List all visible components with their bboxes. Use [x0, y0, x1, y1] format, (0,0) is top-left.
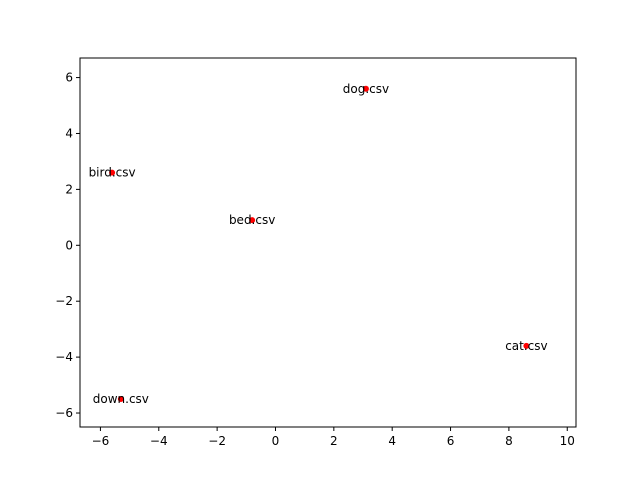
x-axis-ticks: −6 −4 −2 0 2 4 6 8 10 [92, 427, 575, 448]
x-tick-label: −6 [92, 434, 110, 448]
point-label: bed.csv [229, 213, 275, 227]
axes-frame [79, 57, 577, 428]
point-labels: dog.csv bird.csv bed.csv cat.csv down.csv [89, 82, 548, 406]
x-tick-label: 8 [505, 434, 513, 448]
y-tick-label: −6 [55, 406, 73, 420]
x-tick-label: 6 [447, 434, 455, 448]
y-tick-label: −4 [55, 350, 73, 364]
point-label: down.csv [93, 392, 149, 406]
x-tick-label: −4 [150, 434, 168, 448]
data-point [523, 342, 530, 349]
x-tick-label: 4 [388, 434, 396, 448]
y-tick-label: 6 [65, 71, 73, 85]
y-tick-label: 2 [65, 182, 73, 196]
x-tick-label: 0 [272, 434, 280, 448]
point-label: dog.csv [343, 82, 389, 96]
data-points [109, 85, 530, 403]
x-tick-label: 2 [330, 434, 338, 448]
y-tick-label: 4 [65, 126, 73, 140]
x-tick-label: −2 [208, 434, 226, 448]
plot-area [79, 57, 577, 428]
data-point [249, 217, 256, 224]
data-point [109, 169, 116, 176]
y-axis-ticks: −6 −4 −2 0 2 4 6 [55, 71, 80, 420]
y-tick-label: −2 [55, 294, 73, 308]
point-label: cat.csv [505, 339, 547, 353]
point-label: bird.csv [89, 166, 136, 180]
y-tick-label: 0 [65, 238, 73, 252]
x-tick-label: 10 [560, 434, 575, 448]
data-point [362, 85, 369, 92]
data-point [117, 396, 124, 403]
